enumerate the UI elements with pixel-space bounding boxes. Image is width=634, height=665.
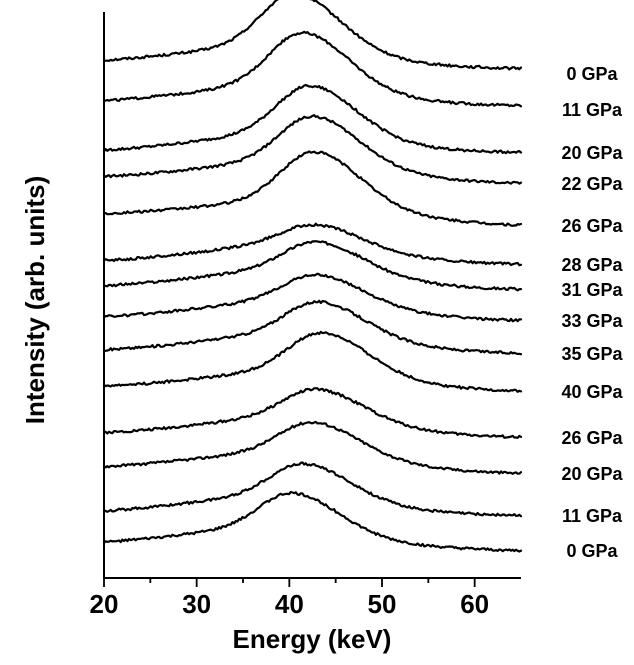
series-line (102, 272, 523, 323)
series-label: 26 GPa (561, 216, 623, 236)
x-axis-ticks (103, 578, 476, 587)
series-line (102, 387, 523, 439)
spectra-curves (102, 0, 523, 553)
series-label: 20 GPa (561, 143, 623, 163)
series-line (102, 420, 523, 475)
series-label: 31 GPa (561, 280, 623, 300)
series-label: 40 GPa (561, 382, 623, 402)
series-line (102, 330, 523, 393)
series-label: 22 GPa (561, 174, 623, 194)
series-line (102, 461, 523, 518)
x-tick-label: 30 (182, 589, 211, 619)
series-label: 0 GPa (566, 541, 618, 561)
series-label: 20 GPa (561, 464, 623, 484)
series-line (102, 240, 523, 292)
series-line (102, 222, 523, 267)
y-axis-title: Intensity (arb. units) (20, 176, 50, 424)
series-label: 35 GPa (561, 344, 623, 364)
series-label: 28 GPa (561, 255, 623, 275)
series-label: 26 GPa (561, 428, 623, 448)
series-line (102, 83, 523, 155)
x-axis-tick-labels: 20 30 40 50 60 (90, 589, 490, 619)
series-line (102, 30, 523, 108)
x-tick-label: 60 (460, 589, 489, 619)
series-label: 33 GPa (561, 311, 623, 331)
series-line (102, 490, 523, 553)
series-label: 11 GPa (562, 506, 623, 526)
x-tick-label: 50 (368, 589, 397, 619)
series-label: 0 GPa (566, 64, 618, 84)
x-tick-label: 40 (275, 589, 304, 619)
x-axis-title: Energy (keV) (233, 624, 392, 654)
series-line (102, 0, 523, 71)
series-labels: 0 GPa 11 GPa 20 GPa 22 GPa 26 GPa 28 GPa 31 GP… (561, 64, 623, 561)
series-label: 11 GPa (562, 100, 623, 120)
series-line (102, 299, 523, 356)
series-line (102, 150, 523, 227)
series-line (102, 114, 523, 185)
x-tick-label: 20 (90, 589, 119, 619)
